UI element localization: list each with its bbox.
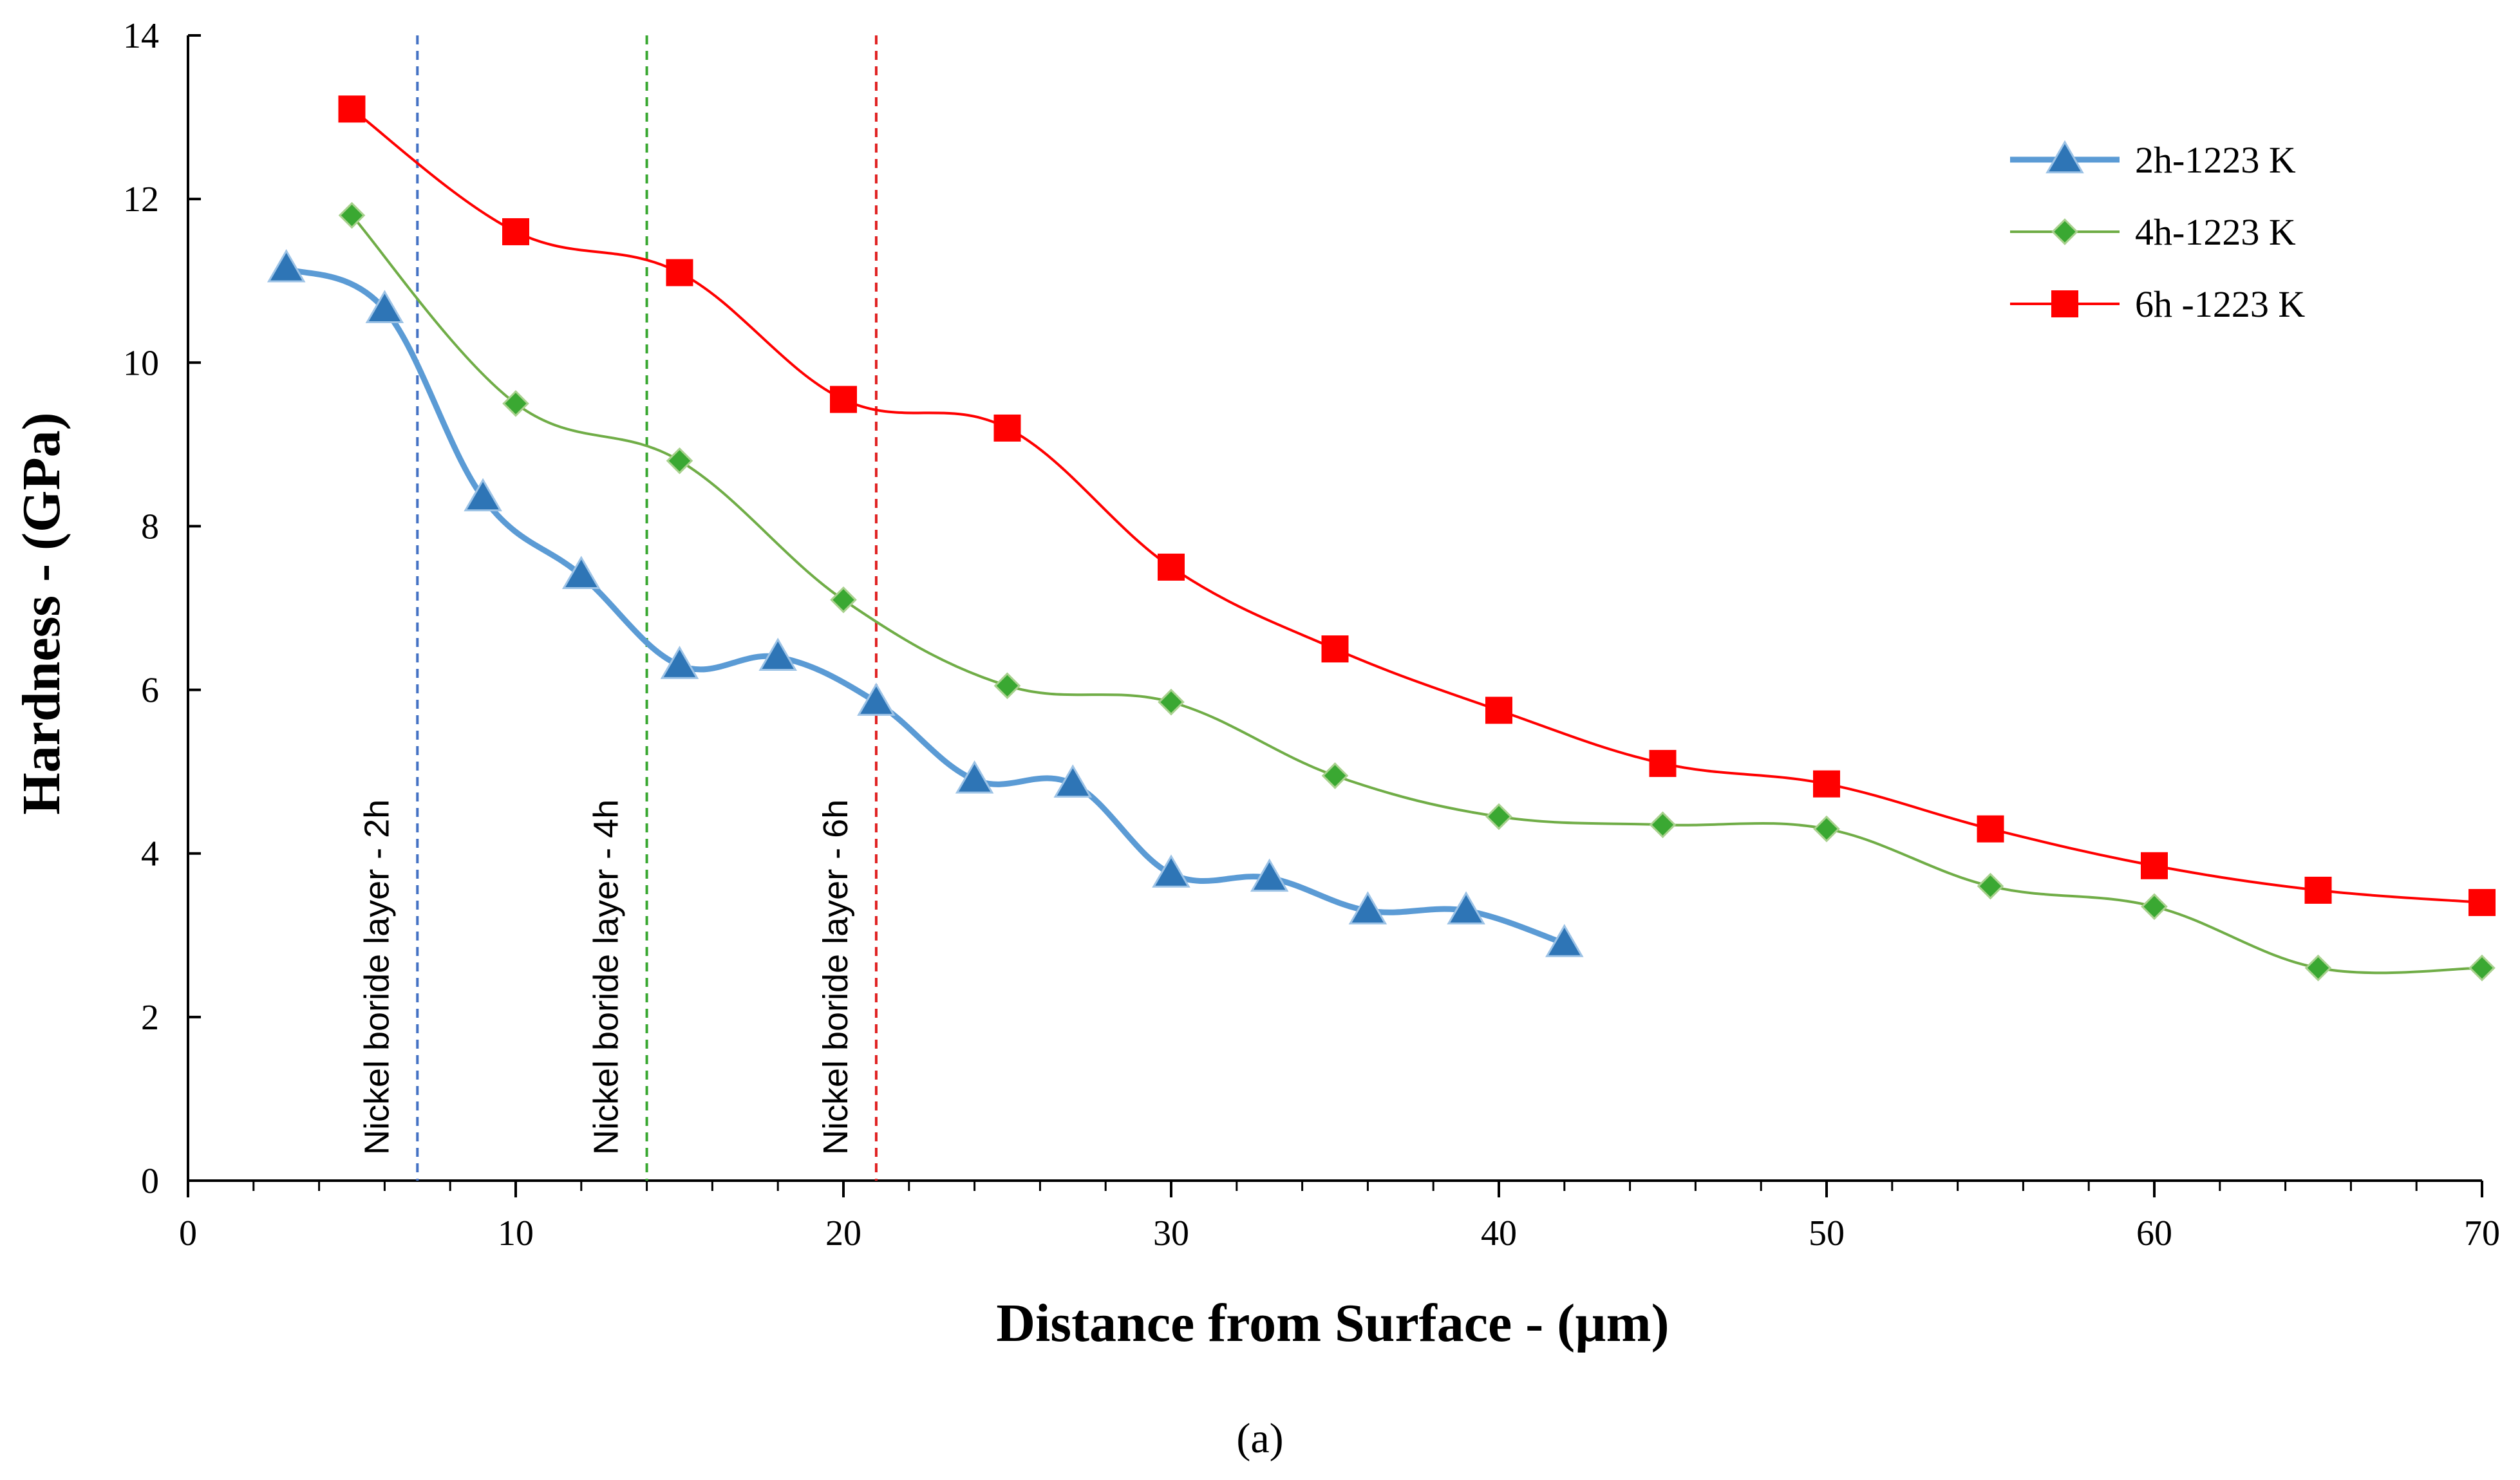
data-point [562, 556, 601, 589]
data-point [1158, 553, 1185, 581]
axes: 0 2 4 6 8 10 12 14 0 10 20 30 40 50 60 70 [123, 16, 2500, 1253]
data-point [1545, 924, 1584, 957]
x-tick-label: 70 [2464, 1213, 2500, 1253]
y-tick-label: 14 [123, 16, 159, 56]
legend-marker-2 [2051, 218, 2078, 245]
data-point [502, 218, 529, 245]
series-3 [338, 95, 2496, 916]
data-point [1977, 815, 2004, 843]
x-tick-label: 50 [1809, 1213, 1845, 1253]
boride-layer-label-3: Nickel boride layer - 6h [816, 800, 855, 1155]
data-point [1321, 762, 1349, 789]
data-point [1977, 872, 2004, 900]
data-point [338, 95, 366, 123]
x-axis-title: Distance from Surface - (µm) [996, 1293, 1669, 1353]
data-point [830, 386, 857, 413]
data-point [365, 290, 404, 323]
x-tick-label: 20 [825, 1213, 861, 1253]
data-point [464, 478, 502, 512]
data-point [1447, 891, 1485, 924]
legend-label-3: 6h -1223 K [2135, 283, 2305, 325]
data-point [1649, 749, 1677, 777]
data-point [1158, 688, 1185, 716]
series-2 [338, 201, 2496, 982]
data-point [338, 201, 366, 229]
x-tick-label: 0 [179, 1213, 197, 1253]
data-point [502, 390, 529, 417]
y-tick-label: 8 [141, 507, 159, 547]
legend-marker-1 [2045, 140, 2084, 174]
x-tick-label: 30 [1153, 1213, 1189, 1253]
legend-label-2: 4h-1223 K [2135, 211, 2296, 253]
legend-label-1: 2h-1223 K [2135, 139, 2296, 181]
data-point [1053, 764, 1093, 798]
data-point [1152, 854, 1190, 888]
legend: 2h-1223 K 4h-1223 K 6h -1223 K [2010, 139, 2305, 325]
data-point [2304, 876, 2332, 904]
x-tick-label: 40 [1481, 1213, 1517, 1253]
data-point [993, 414, 1021, 442]
data-point [2141, 893, 2168, 921]
data-point [1813, 770, 1840, 798]
data-point [660, 646, 699, 679]
data-point [1485, 803, 1512, 830]
series-layer [267, 95, 2496, 982]
boride-layer-label-2: Nickel boride layer - 4h [587, 800, 626, 1155]
data-point [2304, 954, 2332, 982]
reference-lines: Nickel boride layer - 2h Nickel boride la… [357, 35, 878, 1181]
y-tick-label: 0 [141, 1161, 159, 1201]
data-point [993, 672, 1021, 700]
y-tick-label: 12 [123, 180, 159, 220]
data-point [1813, 815, 1840, 843]
data-point [1321, 635, 1349, 663]
y-tick-label: 4 [141, 834, 159, 874]
x-tick-label: 60 [2136, 1213, 2172, 1253]
y-tick-label: 2 [141, 998, 159, 1038]
data-point [955, 760, 994, 794]
legend-marker-3 [2051, 290, 2078, 317]
series-1 [267, 248, 1584, 957]
data-point [2468, 954, 2496, 982]
data-point [666, 259, 693, 286]
data-point [1485, 697, 1512, 724]
data-point [2468, 888, 2496, 916]
y-tick-label: 10 [123, 343, 159, 383]
x-tick-label: 10 [498, 1213, 534, 1253]
data-point [830, 586, 857, 614]
boride-layer-label-1: Nickel boride layer - 2h [357, 800, 396, 1155]
data-point [666, 447, 693, 474]
data-point [267, 248, 306, 283]
y-tick-label: 6 [141, 671, 159, 711]
figure-caption: (a) [1236, 1415, 1283, 1462]
data-point [1348, 891, 1387, 924]
series-line-3 [351, 108, 2483, 904]
data-point [1649, 811, 1677, 839]
data-point [758, 637, 797, 671]
data-point [857, 682, 896, 716]
data-point [2141, 852, 2168, 879]
y-axis-title: Hardness - (GPa) [12, 412, 71, 814]
data-point [1250, 858, 1289, 892]
